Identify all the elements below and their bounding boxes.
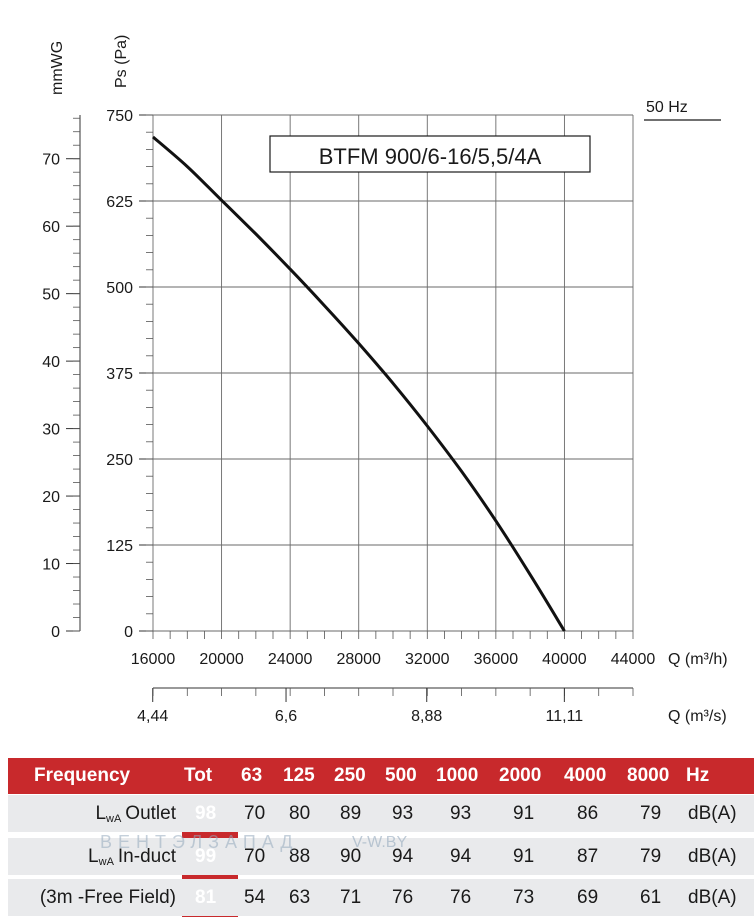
y-tick-label-pa: 0 [124,624,133,641]
header-band: 4000 [564,765,607,786]
band-value: 70 [244,845,266,867]
chart-title: BTFM 900/6-16/5,5/4A [319,144,542,169]
y-tick-label-mmwg: 50 [42,287,60,304]
x-tick-label: 16000 [131,651,176,668]
x-tick-label: 20000 [199,651,244,668]
x-tick-label-secondary: 6,6 [275,708,297,725]
x-tick-label: 32000 [405,651,450,668]
header-band: 63 [241,765,263,786]
band-value: 76 [450,886,472,908]
header-band: 8000 [627,765,670,786]
band-value: 91 [513,802,535,824]
band-value: 94 [392,845,414,867]
band-value: 69 [577,886,599,908]
header-band: 2000 [499,765,542,786]
band-value: 89 [340,802,362,824]
chart-tick-labels: 0 125 250 375 500 625 750 0 10 20 30 40 50 60 70 16000 2… [42,108,655,725]
y-tick-label-pa: 500 [106,280,133,297]
header-band: 250 [334,765,366,786]
band-value: 79 [640,845,662,867]
header-band: 500 [385,765,417,786]
x-axis-label-secondary: Q (m³/s) [668,708,727,725]
x-axis-label: Q (m³/h) [668,651,728,668]
y-tick-label-pa: 750 [106,108,133,125]
header-frequency: Frequency [34,765,131,786]
y-axis-label-pa: Ps (Pa) [113,35,130,88]
band-value: 61 [640,886,662,908]
band-value: 88 [289,845,311,867]
y-tick-label-mmwg: 30 [42,422,60,439]
watermark-brand: ВЕНТЭЛЗАПАД [100,832,299,852]
band-value: 76 [392,886,414,908]
y-tick-label-mmwg: 10 [42,557,60,574]
band-value: 86 [577,802,599,824]
chart-title-box [269,135,591,173]
header-band: 1000 [436,765,479,786]
band-value: 71 [340,886,362,908]
band-value: 90 [340,845,362,867]
header-tot: Tot [184,765,213,786]
band-value: 79 [640,802,662,824]
x-tick-label: 44000 [611,651,656,668]
band-value: 94 [450,845,472,867]
x-tick-label: 36000 [474,651,519,668]
band-value: 93 [450,802,472,824]
band-value: 91 [513,845,535,867]
band-value: 73 [513,886,535,908]
band-value: 63 [289,886,311,908]
x-tick-label-secondary: 4,44 [137,708,168,725]
header-band: 125 [283,765,315,786]
fan-curve-line [152,135,566,632]
y-tick-label-mmwg: 60 [42,219,60,236]
row-unit: dB(A) [688,886,737,908]
row-label: (3m -Free Field) [39,886,176,908]
watermark-site: V-W.BY [352,834,408,851]
band-value: 54 [244,886,266,908]
x-tick-label-secondary: 8,88 [411,708,442,725]
y-tick-label-mmwg: 0 [51,624,60,641]
y-tick-label-pa: 375 [106,366,133,383]
y-tick-label-mmwg: 20 [42,489,60,506]
y-axis-label-mmwg: mmWG [49,41,66,95]
row-unit: dB(A) [688,845,737,867]
table-header-row: Frequency Tot 63 125 250 500 1000 2000 4… [8,758,754,794]
tot-value: 99 [195,845,217,867]
y-tick-label-pa: 125 [106,538,133,555]
band-value: 93 [392,802,414,824]
chart-ticks [66,114,634,702]
x-tick-label: 40000 [542,651,587,668]
table-row: (3m -Free Field) 81 54 63 71 76 76 73 69… [8,879,754,916]
band-value: 80 [289,802,311,824]
chart-grid [152,114,634,632]
x-tick-label-secondary: 11,11 [546,708,584,725]
tot-value: 81 [195,886,217,908]
tot-value: 98 [195,802,217,824]
y-tick-label-pa: 250 [106,452,133,469]
header-unit: Hz [686,765,710,786]
y-tick-label-mmwg: 70 [42,152,60,169]
row-unit: dB(A) [688,802,737,824]
band-value: 70 [244,802,266,824]
x-tick-label: 24000 [268,651,313,668]
frequency-label: 50 Hz [646,99,688,116]
y-tick-label-mmwg: 40 [42,354,60,371]
fan-curve-chart: 0 125 250 375 500 625 750 0 10 20 30 40 50 60 70 16000 2… [42,35,728,725]
x-tick-label: 28000 [336,651,381,668]
band-value: 87 [577,845,599,867]
y-tick-label-pa: 625 [106,194,133,211]
